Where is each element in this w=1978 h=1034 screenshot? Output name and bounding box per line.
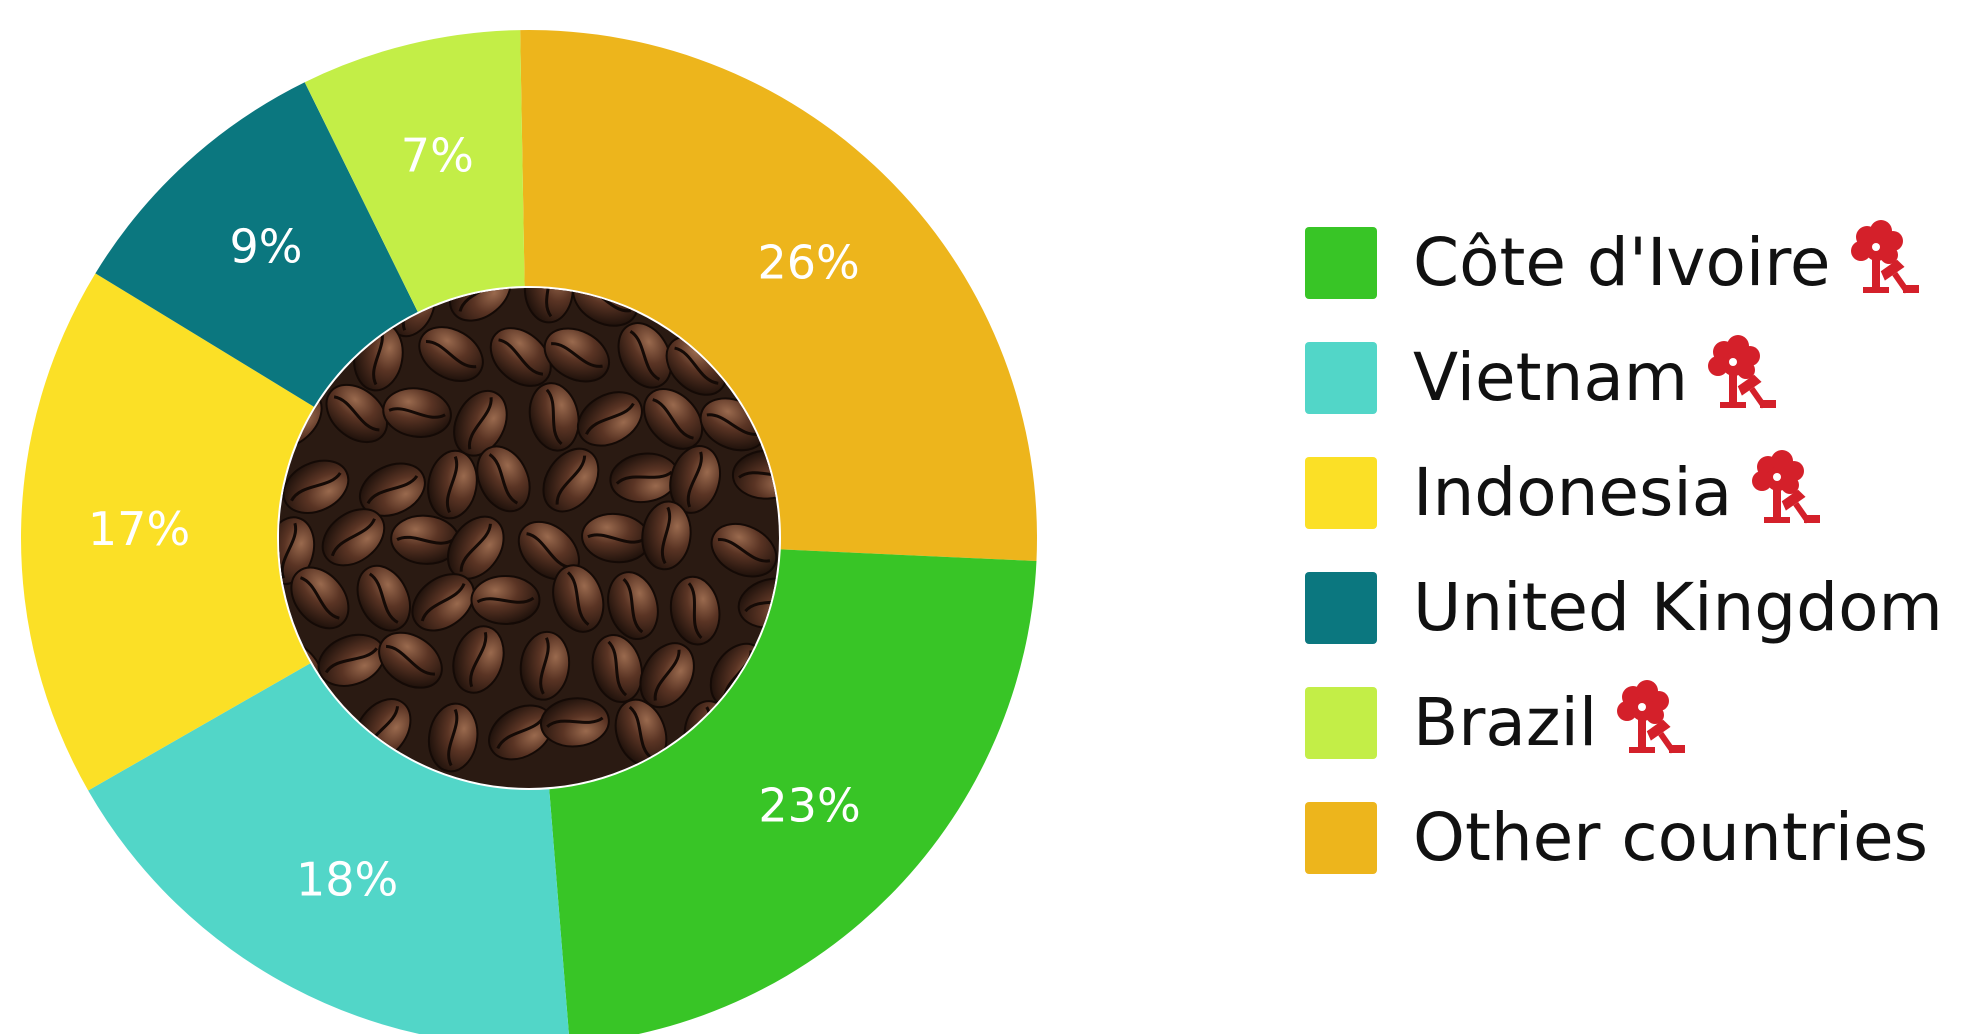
slice-brazil [304, 30, 525, 312]
slice-label: 9% [230, 220, 303, 274]
slice-label: 26% [757, 236, 859, 290]
slices-group [20, 29, 1037, 1034]
coffee-bean [427, 702, 479, 773]
slice-other-countries [520, 29, 1037, 562]
slice-c-te-d-ivoire [549, 549, 1037, 1034]
coffee-bean [476, 445, 531, 513]
coffee-bean [418, 326, 484, 383]
legend-item-cote-divoire: Côte d'Ivoire [1305, 205, 1943, 320]
deforestation-icon [1845, 219, 1923, 306]
slice-label: 17% [88, 502, 190, 556]
legend-item-brazil: Brazil [1305, 665, 1943, 780]
coffee-bean [528, 382, 580, 452]
slice-labels: 26% 23% 18% 17% 9% 7% [88, 128, 861, 906]
coffee-bean [411, 573, 475, 632]
coffee-bean [710, 522, 778, 578]
coffee-bean [643, 388, 704, 450]
legend: Côte d'Ivoire Vietnam [1305, 205, 1943, 895]
donut-chart: 26% 23% 18% 17% 9% 7% [20, 29, 1037, 1034]
legend-swatch [1305, 226, 1377, 299]
coffee-bean [427, 449, 478, 520]
legend-swatch [1305, 341, 1377, 414]
slice-vietnam [88, 663, 569, 1034]
legend-item-vietnam: Vietnam [1305, 320, 1943, 435]
legend-label: Côte d'Ivoire [1413, 223, 1831, 301]
legend-label: Vietnam [1413, 338, 1689, 416]
coffee-bean [669, 575, 721, 646]
coffee-bean [325, 383, 388, 444]
legend-swatch [1305, 686, 1377, 759]
coffee-bean [282, 459, 350, 514]
coffee-bean [641, 500, 692, 571]
coffee-bean [378, 631, 443, 689]
legend-item-indonesia: Indonesia [1305, 435, 1943, 550]
coffee-bean [617, 322, 673, 389]
legend-label: Indonesia [1413, 453, 1733, 531]
deforestation-icon [1746, 449, 1824, 536]
coffee-bean [290, 566, 350, 630]
slice-indonesia [20, 273, 314, 791]
coffee-bean [452, 625, 505, 694]
coffee-bean [614, 698, 668, 767]
coffee-bean [591, 634, 644, 703]
slice-united-kingdom [95, 82, 418, 407]
legend-label: Other countries [1413, 798, 1929, 876]
slice-label: 7% [401, 128, 474, 182]
coffee-bean [470, 574, 541, 625]
legend-swatch [1305, 801, 1377, 874]
coffee-bean [317, 633, 386, 687]
coffee-bean [542, 447, 600, 513]
legend-item-other-countries: Other countries [1305, 780, 1943, 895]
slice-label: 18% [296, 852, 398, 906]
coffee-bean [543, 327, 610, 383]
coffee-bean [321, 508, 386, 567]
coffee-bean [577, 391, 643, 447]
coffee-bean [489, 327, 552, 387]
slice-label: 23% [758, 778, 860, 832]
coffee-bean [552, 564, 605, 633]
deforestation-icon [1702, 334, 1780, 421]
deforestation-icon [1611, 679, 1689, 766]
legend-swatch [1305, 456, 1377, 529]
coffee-bean [607, 571, 659, 641]
coffee-bean [669, 445, 721, 514]
coffee-bean [356, 564, 412, 632]
coffee-bean [539, 697, 610, 748]
coffee-bean [359, 462, 426, 517]
legend-item-united-kingdom: United Kingdom [1305, 550, 1943, 665]
legend-label: Brazil [1413, 683, 1598, 761]
coffee-bean [382, 387, 452, 438]
coffee-bean [446, 515, 505, 580]
coffee-bean [519, 630, 571, 701]
legend-label: United Kingdom [1413, 568, 1943, 646]
legend-swatch [1305, 571, 1377, 644]
